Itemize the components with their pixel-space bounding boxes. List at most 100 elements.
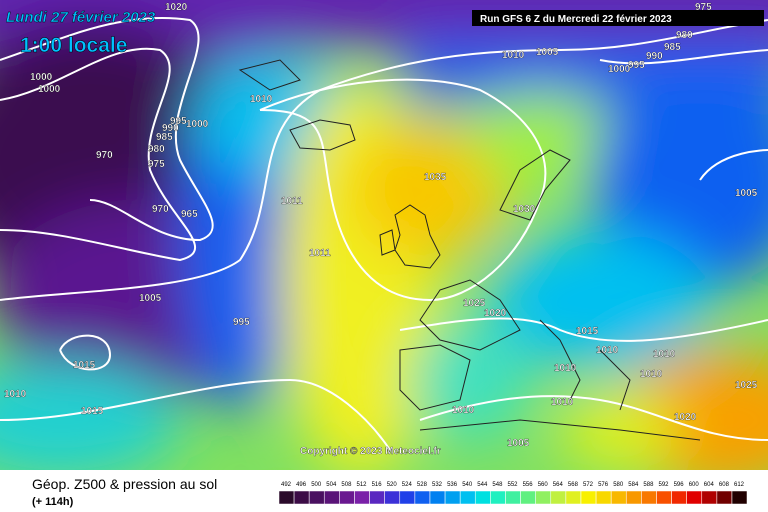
isobar-label: 995: [233, 317, 250, 328]
isobar-label: 1000: [30, 72, 53, 83]
legend-value: 560: [538, 482, 549, 488]
legend-swatch: [641, 490, 657, 505]
legend-value: 508: [341, 482, 352, 488]
isobar-label: 1010: [640, 369, 663, 380]
legend-value: 592: [658, 482, 669, 488]
legend-swatch: [626, 490, 642, 505]
isobar-label: 1025: [463, 298, 486, 309]
legend-swatch: [610, 490, 627, 505]
isobar-label: 970: [152, 204, 169, 215]
isobar-label: 985: [156, 132, 173, 143]
forecast-time: 1:00 locale: [20, 34, 127, 57]
isobar-label: 995: [628, 60, 645, 71]
legend-value: 564: [553, 482, 564, 488]
legend-swatch: [595, 490, 612, 505]
isobar-label: 1020: [674, 412, 697, 423]
coastlines: [238, 59, 701, 441]
isobar-label: 1000: [608, 64, 631, 75]
legend-value: 496: [296, 482, 307, 488]
legend-swatch: [475, 490, 491, 505]
legend-swatch: [565, 490, 582, 505]
isobar-label: 1005: [536, 47, 559, 58]
legend-value: 516: [372, 482, 383, 488]
legend-swatch: [656, 490, 672, 505]
legend-swatch: [324, 490, 340, 505]
legend-value: 536: [447, 482, 458, 488]
legend-swatch: [369, 490, 385, 505]
isobar-label: 1010: [4, 389, 27, 400]
isobar-label: 1020: [484, 308, 507, 319]
isobar-label: 1010: [596, 345, 619, 356]
legend-swatch: [293, 490, 310, 505]
isobar-label: 990: [162, 123, 179, 134]
isobar-label: 975: [148, 159, 165, 170]
legend-value: 568: [568, 482, 579, 488]
legend-value: 520: [387, 482, 398, 488]
isobar-label: 1025: [735, 380, 758, 391]
isobar-label: 1015: [81, 406, 104, 417]
run-info: Run GFS 6 Z du Mercredi 22 février 2023: [480, 14, 672, 25]
legend-swatch: [580, 490, 597, 505]
copyright: Copyright © 2023 Meteociel.fr: [300, 446, 441, 457]
legend-value: 540: [462, 482, 473, 488]
isobar-label: 1010: [653, 349, 676, 360]
legend-value: 572: [583, 482, 594, 488]
legend-value: 588: [643, 482, 654, 488]
legend-value: 556: [523, 482, 534, 488]
legend-value: 500: [311, 482, 322, 488]
legend-swatch: [399, 490, 416, 505]
legend-value: 576: [598, 482, 609, 488]
legend-value: 552: [507, 482, 518, 488]
legend-value: 532: [432, 482, 443, 488]
isobar-label: 1035: [424, 172, 447, 183]
legend-swatch: [339, 490, 355, 505]
legend-swatch: [520, 490, 536, 505]
isobar-label: 980: [676, 30, 693, 41]
legend-swatch: [429, 490, 446, 505]
legend-swatch: [505, 490, 521, 505]
legend-value: 584: [628, 482, 639, 488]
legend-swatch: [686, 490, 702, 505]
isobar-label: 1020: [165, 2, 188, 13]
isobar-label: 980: [148, 144, 165, 155]
isobar-label: 970: [96, 150, 113, 161]
legend-swatch: [354, 490, 370, 505]
legend-value: 612: [734, 482, 745, 488]
legend-value: 512: [356, 482, 367, 488]
legend-swatch: [535, 490, 551, 505]
legend-value: 604: [704, 482, 715, 488]
isobar-label: 985: [664, 42, 681, 53]
isobar-label: 1011: [281, 196, 303, 207]
legend-swatch: [308, 490, 325, 505]
legend-title: Géop. Z500 & pression au sol: [32, 476, 217, 492]
isobar-label: 975: [695, 2, 712, 13]
isobar-label: 1015: [73, 360, 96, 371]
lead-time: (+ 114h): [32, 496, 74, 508]
legend-swatch: [490, 490, 506, 505]
isobar-label: 1010: [502, 50, 525, 61]
isobar-label: 1011: [309, 248, 331, 259]
legend-value: 528: [417, 482, 428, 488]
legend-swatch: [278, 490, 295, 505]
isobars: [0, 17, 768, 451]
isobar-label: 1010: [551, 397, 574, 408]
legend-value: 548: [492, 482, 503, 488]
legend-swatch: [716, 490, 733, 505]
legend-value: 600: [689, 482, 700, 488]
run-box: [472, 10, 764, 26]
legend-swatch: [444, 490, 461, 505]
isobar-label: 1000: [38, 84, 61, 95]
isobar-label: 995: [170, 116, 187, 127]
legend-value: 544: [477, 482, 488, 488]
isobar-label: 1005: [139, 293, 162, 304]
legend-swatch: [459, 490, 476, 505]
isobar-label: 1010: [250, 94, 273, 105]
legend-swatch: [384, 490, 400, 505]
legend-value: 580: [613, 482, 624, 488]
legend-swatch: [550, 490, 567, 505]
legend-value: 596: [674, 482, 685, 488]
isobar-label: 1005: [507, 438, 530, 449]
